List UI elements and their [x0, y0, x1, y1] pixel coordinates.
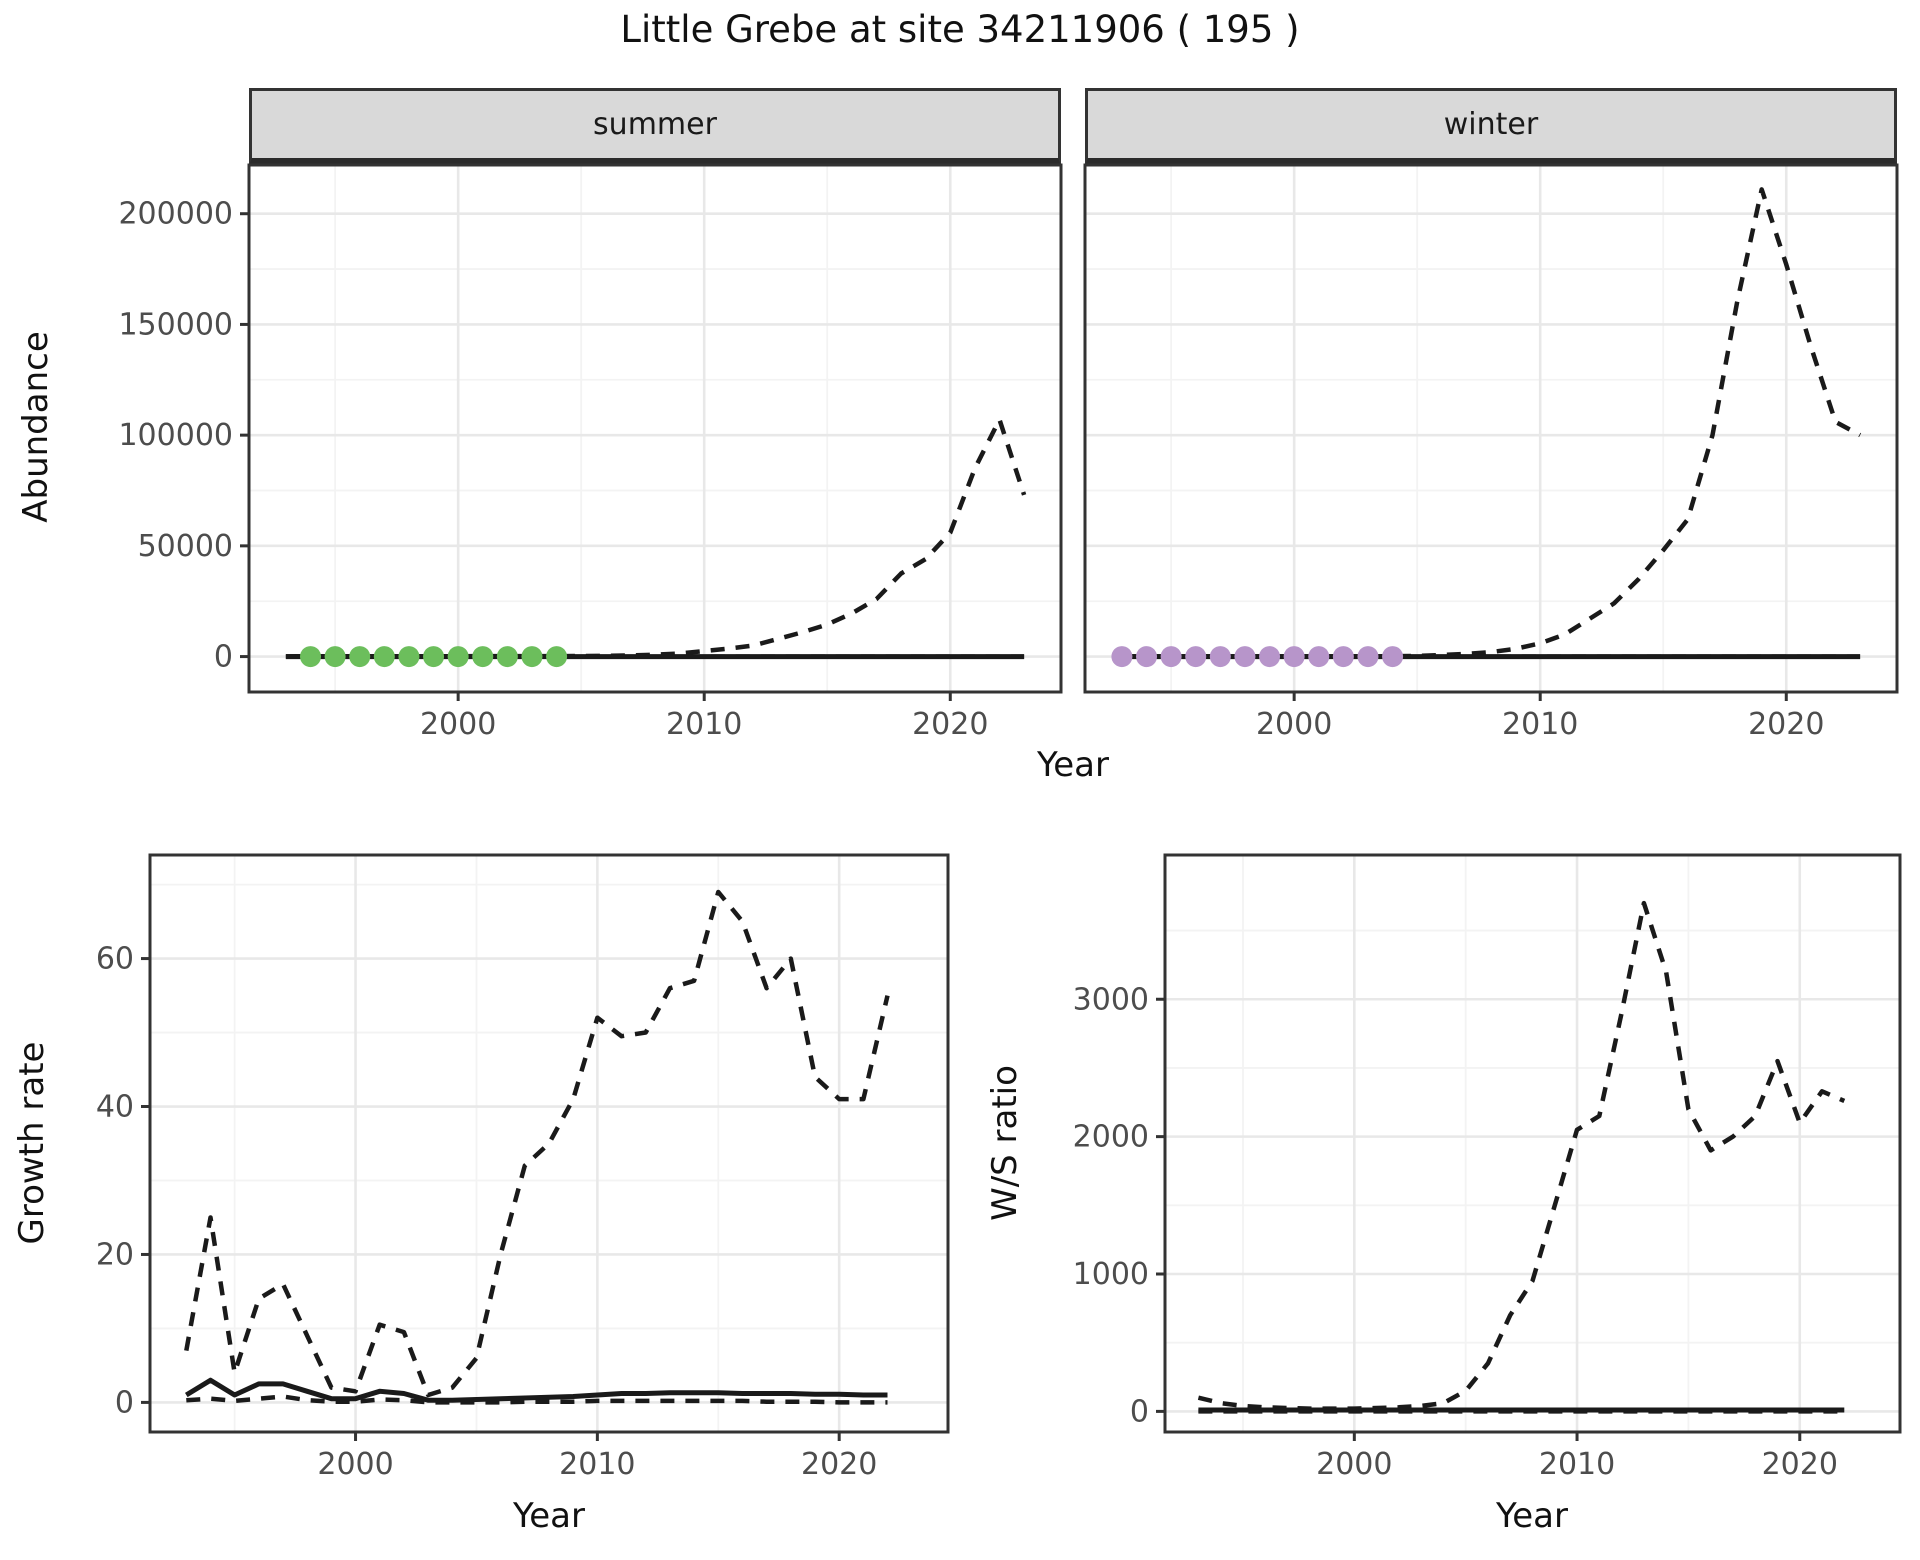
grid-major	[249, 165, 1061, 692]
x-tick-label: 2020	[1748, 707, 1824, 742]
facet-strip-summer-label: summer	[593, 107, 717, 142]
panel-border	[1163, 853, 1902, 1434]
series-lines	[1121, 187, 1862, 660]
axis-ticks: 2000 2010 2020 0 1000 2000 3000	[1073, 982, 1838, 1482]
growth-rate-axis-title: Growth rate	[12, 1041, 52, 1245]
facet-strip-summer: summer	[249, 88, 1061, 165]
ws-ratio-axis-title: W/S ratio	[985, 1065, 1025, 1221]
grid-minor	[150, 855, 948, 1432]
grid-minor	[1085, 165, 1897, 692]
y-tick-label: 60	[96, 942, 134, 977]
y-tick-label: 150000	[118, 307, 233, 342]
series-upper_ci-line	[184, 889, 890, 1398]
grid-major	[1085, 165, 1897, 692]
series-upper_ci-line	[285, 417, 1027, 659]
grid-minor	[249, 165, 1061, 692]
x-tick-label: 2000	[317, 1447, 393, 1482]
x-tick-label: 2010	[559, 1447, 635, 1482]
y-tick-label: 100000	[118, 418, 233, 453]
abundance-summer-chart: 2000 2010 2020 0 50000 100000 150000 200000	[118, 163, 1063, 742]
series-upper_ci-line	[1197, 900, 1846, 1411]
x-tick-label: 2010	[1539, 1447, 1615, 1482]
series-upper_ci-line	[1121, 187, 1862, 659]
series-lines	[1197, 900, 1846, 1414]
observed-points	[1111, 646, 1404, 668]
x-tick-label: 2000	[1316, 1447, 1392, 1482]
series-lines	[285, 417, 1027, 660]
series-lower_ci-line	[186, 1394, 888, 1405]
growth-x-axis-title: Year	[513, 1496, 585, 1536]
y-tick-label: 3000	[1073, 982, 1149, 1017]
panel-border	[1083, 163, 1899, 694]
panel-border	[247, 163, 1063, 694]
grid-major	[150, 855, 948, 1432]
y-tick-label: 200000	[118, 197, 233, 232]
x-tick-label: 2010	[666, 707, 742, 742]
ws-x-axis-title: Year	[1496, 1496, 1568, 1536]
facet-strip-winter-label: winter	[1443, 107, 1539, 142]
x-tick-label: 2000	[420, 707, 496, 742]
panel-border	[148, 853, 950, 1434]
top-x-axis-title: Year	[1037, 745, 1109, 785]
y-tick-label: 20	[96, 1237, 134, 1272]
y-tick-label: 40	[96, 1090, 134, 1125]
ws-ratio-chart: 2000 2010 2020 0 1000 2000 3000	[1073, 853, 1902, 1482]
x-tick-label: 2020	[1762, 1447, 1838, 1482]
y-tick-label: 1000	[1073, 1257, 1149, 1292]
x-tick-label: 2010	[1502, 707, 1578, 742]
abundance-axis-title: Abundance	[16, 331, 56, 523]
axis-ticks: 2000 2010 2020 0 50000 100000 150000 200000	[118, 197, 988, 742]
x-tick-label: 2020	[912, 707, 988, 742]
series-median-line	[184, 1377, 888, 1403]
observed-points	[300, 646, 568, 668]
axis-ticks: 2000 2010 2020 0 20 40 60	[96, 942, 878, 1482]
abundance-winter-chart: 2000 2010 2020	[1083, 163, 1899, 742]
x-tick-label: 2000	[1256, 707, 1332, 742]
y-tick-label: 2000	[1073, 1120, 1149, 1155]
y-tick-label: 50000	[138, 529, 233, 564]
y-tick-label: 0	[1130, 1394, 1149, 1429]
facet-strip-winter: winter	[1085, 88, 1897, 165]
growth-rate-chart: 2000 2010 2020 0 20 40 60	[96, 853, 950, 1482]
axis-ticks: 2000 2010 2020	[1256, 692, 1824, 742]
y-tick-label: 0	[214, 640, 233, 675]
grid-minor	[1165, 855, 1900, 1432]
page-title: Little Grebe at site 34211906 ( 195 )	[620, 8, 1300, 51]
grid-major	[1165, 855, 1900, 1432]
series-lines	[184, 889, 890, 1405]
x-tick-label: 2020	[801, 1447, 877, 1482]
y-tick-label: 0	[115, 1385, 134, 1420]
